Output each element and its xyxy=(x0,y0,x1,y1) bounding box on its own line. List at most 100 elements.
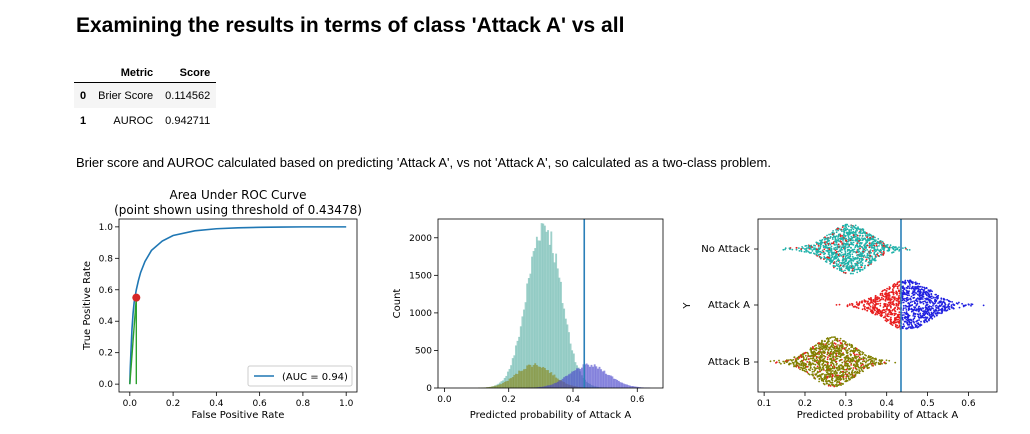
swarm-point xyxy=(848,231,851,234)
swarm-point xyxy=(937,294,940,297)
swarm-point xyxy=(888,359,891,362)
swarm-point xyxy=(827,343,830,346)
swarm-point xyxy=(874,295,877,297)
swarm-point xyxy=(884,313,887,315)
swarm-point xyxy=(846,370,848,373)
swarm-point xyxy=(792,358,795,361)
swarm-point xyxy=(844,250,847,253)
swarm-point xyxy=(937,307,940,310)
swarm-point xyxy=(791,361,794,364)
swarm-point xyxy=(854,356,856,359)
swarm-point xyxy=(924,291,927,293)
swarm-point xyxy=(854,370,857,373)
swarm-point xyxy=(931,317,934,320)
swarm-point xyxy=(904,292,906,295)
swarm-point xyxy=(889,322,892,325)
swarm-point xyxy=(808,373,811,376)
swarm-point xyxy=(789,248,791,251)
swarm-point xyxy=(865,232,868,234)
swarm-point xyxy=(835,229,837,231)
swarm-point xyxy=(879,248,882,251)
swarm-point xyxy=(827,237,829,240)
swarm-point xyxy=(852,265,854,267)
swarm-point xyxy=(888,286,891,288)
swarm-point xyxy=(845,257,848,260)
swarm-point xyxy=(863,360,866,363)
swarm-point xyxy=(919,317,921,319)
swarm-point xyxy=(880,312,883,315)
swarm-point xyxy=(871,246,873,249)
swarm-point xyxy=(828,383,831,386)
swarm-point xyxy=(913,288,916,291)
swarm-point xyxy=(837,243,840,246)
swarm-point xyxy=(945,306,948,309)
swarm-point xyxy=(914,324,917,326)
swarm-point xyxy=(818,342,820,345)
swarm-point xyxy=(852,358,855,360)
swarm-point xyxy=(858,351,860,354)
swarm-point xyxy=(861,300,863,302)
swarm-point xyxy=(798,250,801,252)
swarm-point xyxy=(947,300,950,302)
swarm-point xyxy=(859,228,862,231)
swarm-point xyxy=(825,337,828,340)
swarm-point xyxy=(830,358,833,361)
swarm-point xyxy=(846,250,849,252)
swarm-point xyxy=(820,240,823,243)
table-row: 1 AUROC 0.942711 xyxy=(74,108,216,133)
swarm-point xyxy=(913,321,915,324)
swarm-point xyxy=(834,240,836,243)
swarm-point xyxy=(803,357,805,359)
swarm-point xyxy=(867,302,870,305)
swarm-point xyxy=(807,246,810,249)
swarm-point xyxy=(910,287,913,290)
swarm-point xyxy=(851,356,854,359)
swarm-point xyxy=(836,256,839,258)
swarm-point xyxy=(938,305,941,307)
swarm-point xyxy=(836,376,839,379)
swarm-point xyxy=(903,288,906,291)
swarm-point xyxy=(817,242,820,245)
swarm-point xyxy=(819,346,821,348)
swarm-point xyxy=(898,292,901,295)
swarm-point xyxy=(837,384,840,386)
swarm-point xyxy=(804,354,807,357)
swarm-point xyxy=(953,304,956,306)
swarm-point xyxy=(909,321,912,324)
swarm-point xyxy=(898,246,900,249)
swarm-point xyxy=(859,264,862,266)
swarm-point xyxy=(819,343,822,345)
swarm-point xyxy=(829,235,832,238)
swarm-point xyxy=(897,302,900,305)
swarm-point xyxy=(824,355,827,358)
swarm-point xyxy=(780,362,782,365)
swarm-point xyxy=(877,238,880,240)
swarm-point xyxy=(920,309,923,312)
swarm-point xyxy=(834,352,837,355)
swarm-point xyxy=(871,307,874,309)
swarm-point xyxy=(896,316,899,318)
swarm-point xyxy=(825,373,828,376)
swarm-point xyxy=(875,358,877,360)
swarm-point xyxy=(813,377,816,379)
swarm-point xyxy=(844,342,846,345)
y-tick-label: 0.8 xyxy=(99,254,114,264)
swarm-point xyxy=(813,244,815,247)
swarm-point xyxy=(830,364,833,367)
swarm-point xyxy=(819,361,821,363)
swarm-point xyxy=(844,269,846,272)
swarm-point xyxy=(815,252,818,254)
swarm-point xyxy=(828,254,831,256)
swarm-point xyxy=(905,307,907,309)
swarm-point xyxy=(870,234,873,237)
swarm-point xyxy=(859,247,861,250)
swarm-point xyxy=(850,238,853,241)
legend-label: (AUC = 0.94) xyxy=(282,372,348,383)
swarm-point xyxy=(971,303,974,306)
swarm-point xyxy=(878,297,880,300)
swarm-point xyxy=(795,359,798,361)
swarm-point xyxy=(866,302,868,305)
swarm-point xyxy=(789,362,792,365)
swarm-point xyxy=(864,305,866,308)
